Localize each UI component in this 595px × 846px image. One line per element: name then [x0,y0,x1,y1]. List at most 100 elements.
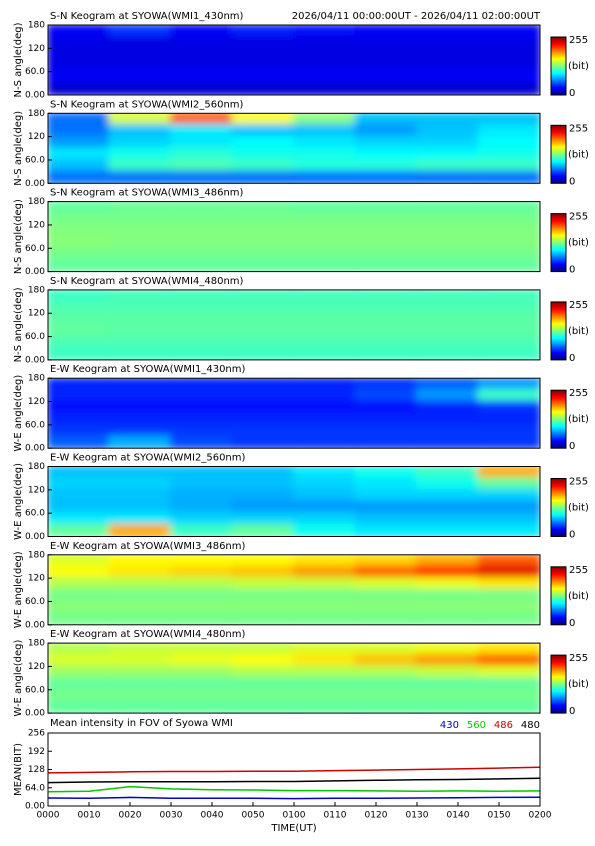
heat-cell [477,378,540,391]
heat-cell [477,677,540,691]
heat-cell [108,412,172,426]
heat-cell [48,170,111,184]
heat-cell [293,35,357,50]
heat-cell [416,600,480,615]
heat-cell [48,700,111,714]
heat-cell [416,435,480,449]
heat-cell [170,554,234,568]
heat-cell [293,147,357,161]
heat-cell [231,653,295,668]
heat-cell [231,677,295,691]
heat-cell [416,423,480,438]
panel-title: S-N Keogram at SYOWA(WMI4_480nm) [50,276,244,287]
heat-cell [108,565,172,580]
heat-cell [108,212,172,226]
heat-cell [48,677,111,691]
heat-cell [293,523,357,537]
heat-cell [108,247,172,261]
y-tick-label: 120 [28,485,45,495]
heat-cell [477,82,540,95]
colorbar-tick-label: 0 [569,88,575,99]
colorbar-tick-label: 255 [569,477,588,488]
heat-cell [231,665,295,680]
heat-cell [354,147,418,161]
heat-cell [293,158,357,173]
heat-cell [170,170,234,184]
heat-cell [170,135,234,150]
heat-cell [48,300,111,315]
heat-cell [416,378,480,391]
heat-cell [231,323,295,338]
heat-cell [108,400,172,415]
heat-cell [416,577,480,591]
y-tick-label: 0.00 [25,444,45,454]
x-tick-label: 0100 [283,811,306,821]
heat-cell [293,688,357,703]
heat-cell [231,412,295,426]
heat-cell [293,512,357,526]
y-tick-label: 60.0 [25,509,45,519]
y-tick-label: 120 [28,44,45,54]
x-tick-label: 0120 [365,811,388,821]
heat-cell [170,113,234,126]
heat-cell [231,577,295,591]
heat-cell [108,488,172,503]
heat-cell [354,412,418,426]
heat-cell [170,388,234,403]
heatmap-cells [48,25,540,95]
y-tick-label: 60.0 [25,332,45,342]
heat-cell [293,565,357,580]
heat-cell [170,235,234,250]
panel-subtitle: 2026/04/11 00:00:00UT - 2026/04/11 02:00… [292,11,541,22]
heat-cell [231,82,295,95]
heatmap [48,289,540,360]
heat-cell [108,435,172,449]
heat-cell [416,247,480,261]
heat-cell [477,247,540,261]
heat-cell [231,25,295,38]
y-tick-label: 0.00 [25,179,45,189]
heat-cell [108,113,172,126]
heat-cell [170,565,234,580]
heat-cell [416,323,480,338]
heat-cell [477,335,540,350]
heat-cell [48,488,111,503]
y-tick-label: 256 [28,729,45,739]
heat-cell [108,523,172,537]
heat-cell [354,653,418,668]
heat-cell [477,388,540,403]
heat-cell [170,289,234,303]
x-tick-label: 0110 [324,811,347,821]
heatmap [48,378,540,449]
y-axis-label: W-E angle(deg) [13,375,24,452]
heat-cell [293,700,357,714]
heat-cell [108,201,172,215]
y-axis-label: N-S angle(deg) [13,199,24,274]
heat-cell [354,577,418,591]
heat-cell [48,147,111,161]
heat-cell [231,135,295,150]
heat-cell [416,223,480,238]
heat-cell [477,435,540,449]
heat-cell [293,477,357,491]
y-tick-label: 128 [28,765,45,775]
heat-cell [231,554,295,568]
heat-cell [354,59,418,73]
colorbar-label: (bit) [568,414,589,425]
y-tick-label: 0.00 [25,620,45,630]
heat-cell [477,577,540,591]
heat-cell [170,123,234,138]
heat-cell [170,600,234,615]
heat-cell [293,412,357,426]
heat-cell [108,70,172,85]
heat-cell [48,135,111,150]
colorbar-tick-label: 255 [569,123,588,134]
heat-cell [477,312,540,326]
colorbar-tick-label: 0 [569,353,575,364]
heat-cell [170,512,234,526]
y-axis-label: W-E angle(deg) [13,463,24,540]
heat-cell [354,47,418,61]
heat-cell [416,258,480,272]
heat-cell [354,688,418,703]
heat-cell [293,201,357,215]
